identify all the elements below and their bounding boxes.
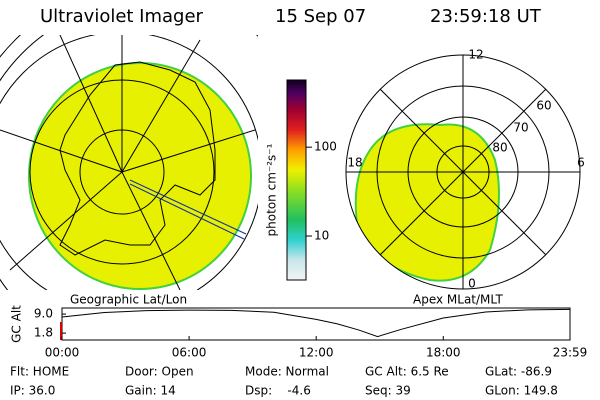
date: 15 Sep 07 xyxy=(275,6,366,27)
coastline xyxy=(59,61,216,256)
colorbar xyxy=(286,79,307,281)
status: IP: 36.0 xyxy=(10,384,55,398)
mlat-label: 70 xyxy=(513,121,528,135)
altitude-line xyxy=(61,308,571,338)
status: GC Alt: 6.5 Re xyxy=(365,365,449,379)
y-axis-label: GC Alt xyxy=(10,305,24,343)
altitude-frame xyxy=(61,307,571,341)
geo-map xyxy=(0,35,258,290)
mlt-label: 0 xyxy=(468,277,476,291)
y-tick-label: 1.8 xyxy=(34,326,53,340)
title: Ultraviolet Imager xyxy=(40,6,204,27)
mlt-label: 12 xyxy=(468,48,483,62)
time: 23:59:18 UT xyxy=(430,6,542,27)
colorbar-label: photon cm⁻²s⁻¹ xyxy=(265,143,279,236)
x-tick-label: 12:00 xyxy=(299,346,334,360)
status: Dsp: -4.6 xyxy=(245,384,311,398)
panel-label: Apex MLat/MLT xyxy=(413,293,503,307)
status: GLat: -86.9 xyxy=(485,365,552,379)
status: GLon: 149.8 xyxy=(485,384,558,398)
y-tick-label: 9.0 xyxy=(34,307,53,321)
status: Flt: HOME xyxy=(10,365,69,379)
status: Gain: 14 xyxy=(125,384,176,398)
apex-map xyxy=(345,54,581,290)
auroral-image xyxy=(28,62,252,290)
status: Door: Open xyxy=(125,365,194,379)
x-tick-label: 06:00 xyxy=(172,346,207,360)
mlat-label: 80 xyxy=(492,141,507,155)
x-tick-label: 00:00 xyxy=(45,346,80,360)
status: Seq: 39 xyxy=(365,384,411,398)
status: Mode: Normal xyxy=(245,365,329,379)
mlt-label: 6 xyxy=(577,156,585,170)
footer: Flt: HOME Door: Open Mode: Normal GC Alt… xyxy=(10,365,558,398)
colorbar-tick-label: 100 xyxy=(314,140,337,154)
x-tick-label: 18:00 xyxy=(426,346,461,360)
mlt-label: 18 xyxy=(347,156,362,170)
colorbar-tick-label: 10 xyxy=(314,229,329,243)
panel-label: Geographic Lat/Lon xyxy=(70,293,187,307)
x-tick-label: 23:59 xyxy=(553,346,588,360)
mlat-label: 60 xyxy=(536,99,551,113)
